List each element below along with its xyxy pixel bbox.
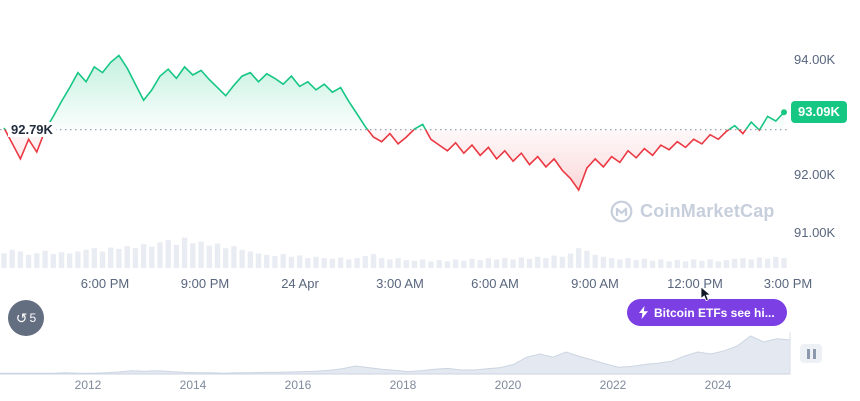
timeline-year-label: 2024: [704, 378, 732, 392]
x-axis-label: 6:00 AM: [471, 276, 519, 291]
timeline-year-label: 2012: [74, 378, 102, 392]
x-axis-label: 3:00 PM: [763, 276, 813, 291]
history-count: 5: [29, 311, 37, 325]
x-axis-label: 9:00 AM: [571, 276, 619, 291]
cursor-icon: [700, 287, 712, 302]
pause-bar-icon: [812, 348, 816, 359]
baseline-price-label: 92.79K: [8, 122, 56, 137]
x-axis: 6:00 PM 9:00 PM 24 Apr 3:00 AM 6:00 AM 9:00 A…: [0, 276, 860, 294]
timeline-scrubber[interactable]: [0, 330, 860, 376]
watermark-text: CoinMarketCap: [640, 201, 775, 221]
timeline-year-axis: 2012 2014 2016 2018 2020 2022 2024: [0, 378, 860, 394]
timeline-year-label: 2016: [284, 378, 312, 392]
y-axis-label: 94.00K: [794, 52, 836, 67]
price-chart[interactable]: [0, 0, 788, 270]
watermark: CoinMarketCap: [610, 200, 775, 223]
x-axis-label: 6:00 PM: [80, 276, 130, 291]
pause-bar-icon: [806, 348, 810, 359]
coinmarketcap-logo-icon: [610, 200, 633, 223]
x-axis-label: 12:00 PM: [667, 276, 723, 291]
x-axis-label: 24 Apr: [281, 276, 319, 291]
y-axis-label: 91.00K: [794, 224, 836, 240]
lightning-icon: [639, 306, 648, 319]
x-axis-label: 9:00 PM: [180, 276, 230, 291]
pause-button[interactable]: [800, 344, 822, 363]
current-price-badge: 93.09K: [791, 101, 847, 123]
x-axis-label: 3:00 AM: [376, 276, 424, 291]
timeline-year-label: 2020: [494, 378, 522, 392]
history-icon: ↺: [15, 310, 28, 326]
history-badge[interactable]: ↺ 5: [8, 300, 44, 336]
etf-news-label: Bitcoin ETFs see hi...: [654, 305, 775, 320]
timeline-year-label: 2022: [599, 378, 627, 392]
timeline-year-label: 2018: [389, 378, 417, 392]
y-axis-label: 92.00K: [794, 167, 836, 182]
etf-news-button[interactable]: Bitcoin ETFs see hi...: [627, 299, 787, 326]
timeline-year-label: 2014: [179, 378, 207, 392]
